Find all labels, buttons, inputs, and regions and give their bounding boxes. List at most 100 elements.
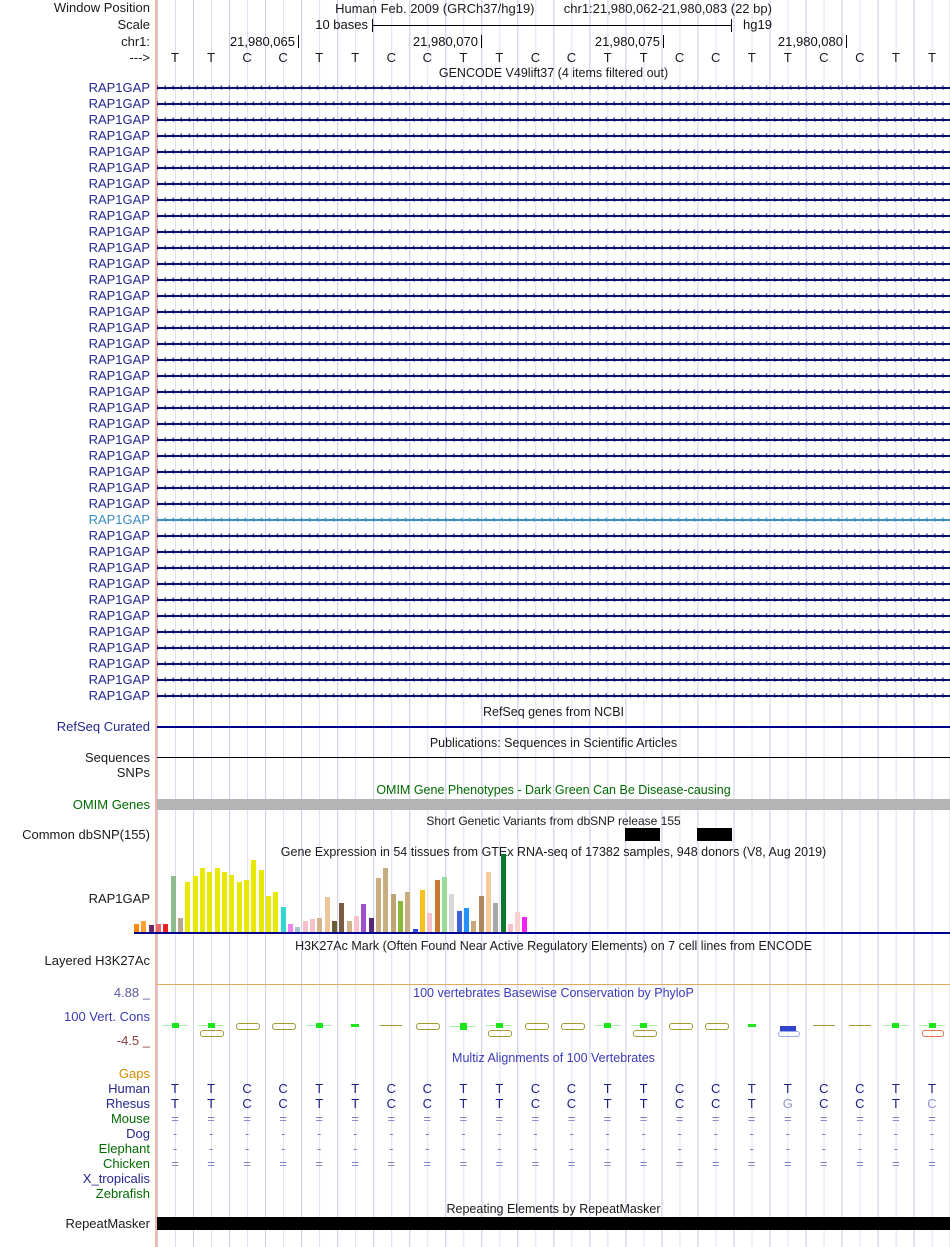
gencode-gene-row[interactable]: ←←←←←←←←←←←←←←←←←←←←←←←←←←←←←←←←←←←←←←←←…: [157, 576, 950, 592]
gencode-gene-row[interactable]: ←←←←←←←←←←←←←←←←←←←←←←←←←←←←←←←←←←←←←←←←…: [157, 592, 950, 608]
gencode-gene-label[interactable]: RAP1GAP: [88, 112, 150, 127]
gtex-tissue-bar[interactable]: [515, 912, 521, 932]
gencode-gene-row[interactable]: ←←←←←←←←←←←←←←←←←←←←←←←←←←←←←←←←←←←←←←←←…: [157, 96, 950, 112]
gencode-gene-label[interactable]: RAP1GAP: [88, 688, 150, 703]
gtex-tissue-bar[interactable]: [493, 903, 499, 932]
gencode-gene-label[interactable]: RAP1GAP: [88, 208, 150, 223]
gencode-gene-label[interactable]: RAP1GAP: [88, 80, 150, 95]
repeatmasker-element-bar[interactable]: [157, 1217, 950, 1230]
gtex-tissue-bar[interactable]: [170, 876, 176, 932]
gtex-tissue-bar[interactable]: [309, 919, 315, 932]
refseq-curated-label[interactable]: RefSeq Curated: [56, 719, 150, 734]
gencode-gene-row[interactable]: ←←←←←←←←←←←←←←←←←←←←←←←←←←←←←←←←←←←←←←←←…: [157, 688, 950, 704]
gencode-gene-label[interactable]: RAP1GAP: [88, 544, 150, 559]
gtex-tissue-bar[interactable]: [441, 877, 447, 932]
gtex-tissue-bar[interactable]: [302, 921, 308, 932]
gencode-gene-row[interactable]: ←←←←←←←←←←←←←←←←←←←←←←←←←←←←←←←←←←←←←←←←…: [157, 176, 950, 192]
gtex-tissue-bar[interactable]: [295, 927, 301, 932]
gencode-gene-row[interactable]: ←←←←←←←←←←←←←←←←←←←←←←←←←←←←←←←←←←←←←←←←…: [157, 208, 950, 224]
gencode-gene-label[interactable]: RAP1GAP: [88, 624, 150, 639]
gencode-gene-row[interactable]: ←←←←←←←←←←←←←←←←←←←←←←←←←←←←←←←←←←←←←←←←…: [157, 160, 950, 176]
multiz-species-label-zebrafish[interactable]: Zebrafish: [95, 1186, 150, 1201]
gtex-tissue-bar[interactable]: [287, 924, 293, 932]
multiz-species-label-rhesus[interactable]: Rhesus: [105, 1096, 150, 1111]
gencode-gene-row[interactable]: ←←←←←←←←←←←←←←←←←←←←←←←←←←←←←←←←←←←←←←←←…: [157, 272, 950, 288]
gtex-tissue-bar[interactable]: [317, 918, 323, 932]
gtex-tissue-bar[interactable]: [229, 875, 235, 932]
gencode-gene-label[interactable]: RAP1GAP: [88, 256, 150, 271]
publications-sequence-line[interactable]: [157, 757, 950, 758]
gencode-gene-row[interactable]: ←←←←←←←←←←←←←←←←←←←←←←←←←←←←←←←←←←←←←←←←…: [157, 480, 950, 496]
gtex-tissue-bar[interactable]: [361, 904, 367, 932]
gencode-gene-label[interactable]: RAP1GAP: [88, 272, 150, 287]
gtex-tissue-bar[interactable]: [148, 925, 154, 932]
gencode-gene-label[interactable]: RAP1GAP: [88, 672, 150, 687]
gencode-gene-row[interactable]: ←←←←←←←←←←←←←←←←←←←←←←←←←←←←←←←←←←←←←←←←…: [157, 656, 950, 672]
gtex-tissue-bar[interactable]: [163, 924, 169, 932]
repeatmasker-label[interactable]: RepeatMasker: [65, 1216, 150, 1231]
gencode-gene-label[interactable]: RAP1GAP: [88, 432, 150, 447]
gtex-tissue-bar[interactable]: [221, 872, 227, 932]
gtex-gene-label[interactable]: RAP1GAP: [88, 891, 150, 906]
multiz-species-label-elephant[interactable]: Elephant: [98, 1141, 150, 1156]
gencode-gene-row[interactable]: ←←←←←←←←←←←←←←←←←←←←←←←←←←←←←←←←←←←←←←←←…: [157, 240, 950, 256]
gencode-gene-row[interactable]: ←←←←←←←←←←←←←←←←←←←←←←←←←←←←←←←←←←←←←←←←…: [157, 464, 950, 480]
gencode-gene-label[interactable]: RAP1GAP: [88, 608, 150, 623]
gencode-gene-row[interactable]: ←←←←←←←←←←←←←←←←←←←←←←←←←←←←←←←←←←←←←←←←…: [157, 400, 950, 416]
refseq-gene-line[interactable]: [157, 726, 950, 728]
gencode-gene-row[interactable]: ←←←←←←←←←←←←←←←←←←←←←←←←←←←←←←←←←←←←←←←←…: [157, 544, 950, 560]
gtex-tissue-bar[interactable]: [346, 921, 352, 932]
gtex-tissue-bar[interactable]: [507, 924, 513, 932]
gtex-tissue-bar[interactable]: [192, 876, 198, 932]
gtex-tissue-bar[interactable]: [207, 872, 213, 932]
gencode-gene-row[interactable]: ←←←←←←←←←←←←←←←←←←←←←←←←←←←←←←←←←←←←←←←←…: [157, 368, 950, 384]
gencode-gene-label[interactable]: RAP1GAP: [88, 480, 150, 495]
snps-label[interactable]: SNPs: [116, 765, 150, 780]
gencode-gene-row[interactable]: ←←←←←←←←←←←←←←←←←←←←←←←←←←←←←←←←←←←←←←←←…: [157, 192, 950, 208]
gtex-tissue-bar[interactable]: [199, 868, 205, 932]
gencode-gene-label[interactable]: RAP1GAP: [88, 512, 150, 527]
gtex-tissue-bar[interactable]: [236, 882, 242, 932]
gtex-tissue-bar[interactable]: [324, 897, 330, 932]
gtex-tissue-bar[interactable]: [375, 878, 381, 932]
omim-genes-label[interactable]: OMIM Genes: [72, 797, 150, 812]
gencode-gene-row[interactable]: ←←←←←←←←←←←←←←←←←←←←←←←←←←←←←←←←←←←←←←←←…: [157, 560, 950, 576]
gencode-gene-label[interactable]: RAP1GAP: [88, 576, 150, 591]
multiz-species-label-dog[interactable]: Dog: [126, 1126, 150, 1141]
gencode-gene-label[interactable]: RAP1GAP: [88, 144, 150, 159]
gencode-gene-row[interactable]: ←←←←←←←←←←←←←←←←←←←←←←←←←←←←←←←←←←←←←←←←…: [157, 80, 950, 96]
gencode-gene-row[interactable]: ←←←←←←←←←←←←←←←←←←←←←←←←←←←←←←←←←←←←←←←←…: [157, 416, 950, 432]
multiz-species-label-mouse[interactable]: Mouse: [110, 1111, 150, 1126]
gtex-tissue-bar[interactable]: [427, 913, 433, 932]
gencode-gene-label[interactable]: RAP1GAP: [88, 464, 150, 479]
gtex-tissue-bar[interactable]: [463, 908, 469, 932]
gtex-tissue-bar[interactable]: [383, 868, 389, 932]
gtex-tissue-bar[interactable]: [155, 924, 161, 932]
gtex-tissue-bar[interactable]: [243, 880, 249, 932]
gencode-gene-label[interactable]: RAP1GAP: [88, 96, 150, 111]
gencode-gene-label[interactable]: RAP1GAP: [88, 224, 150, 239]
gtex-tissue-bar[interactable]: [397, 901, 403, 932]
gtex-tissue-bar[interactable]: [419, 890, 425, 932]
multiz-species-label-chicken[interactable]: Chicken: [103, 1156, 150, 1171]
common-dbsnp-label[interactable]: Common dbSNP(155): [22, 827, 150, 842]
gtex-tissue-bar[interactable]: [390, 894, 396, 932]
gencode-gene-label[interactable]: RAP1GAP: [88, 400, 150, 415]
gencode-gene-label[interactable]: RAP1GAP: [88, 192, 150, 207]
gencode-gene-label[interactable]: RAP1GAP: [88, 640, 150, 655]
gencode-gene-label[interactable]: RAP1GAP: [88, 336, 150, 351]
gtex-tissue-bar[interactable]: [177, 918, 183, 932]
gtex-tissue-bar[interactable]: [500, 854, 506, 932]
gencode-gene-label[interactable]: RAP1GAP: [88, 656, 150, 671]
dbsnp-variant[interactable]: [625, 828, 660, 841]
gtex-tissue-bar[interactable]: [258, 870, 264, 932]
gencode-gene-row[interactable]: ←←←←←←←←←←←←←←←←←←←←←←←←←←←←←←←←←←←←←←←←…: [157, 528, 950, 544]
gencode-gene-label[interactable]: RAP1GAP: [88, 288, 150, 303]
gtex-tissue-bar[interactable]: [251, 860, 257, 932]
gtex-tissue-bar[interactable]: [405, 892, 411, 932]
gtex-tissue-bar[interactable]: [485, 872, 491, 932]
gencode-gene-label[interactable]: RAP1GAP: [88, 352, 150, 367]
gencode-gene-label[interactable]: RAP1GAP: [88, 304, 150, 319]
gtex-tissue-bar[interactable]: [412, 929, 418, 932]
gtex-tissue-bar[interactable]: [280, 907, 286, 932]
